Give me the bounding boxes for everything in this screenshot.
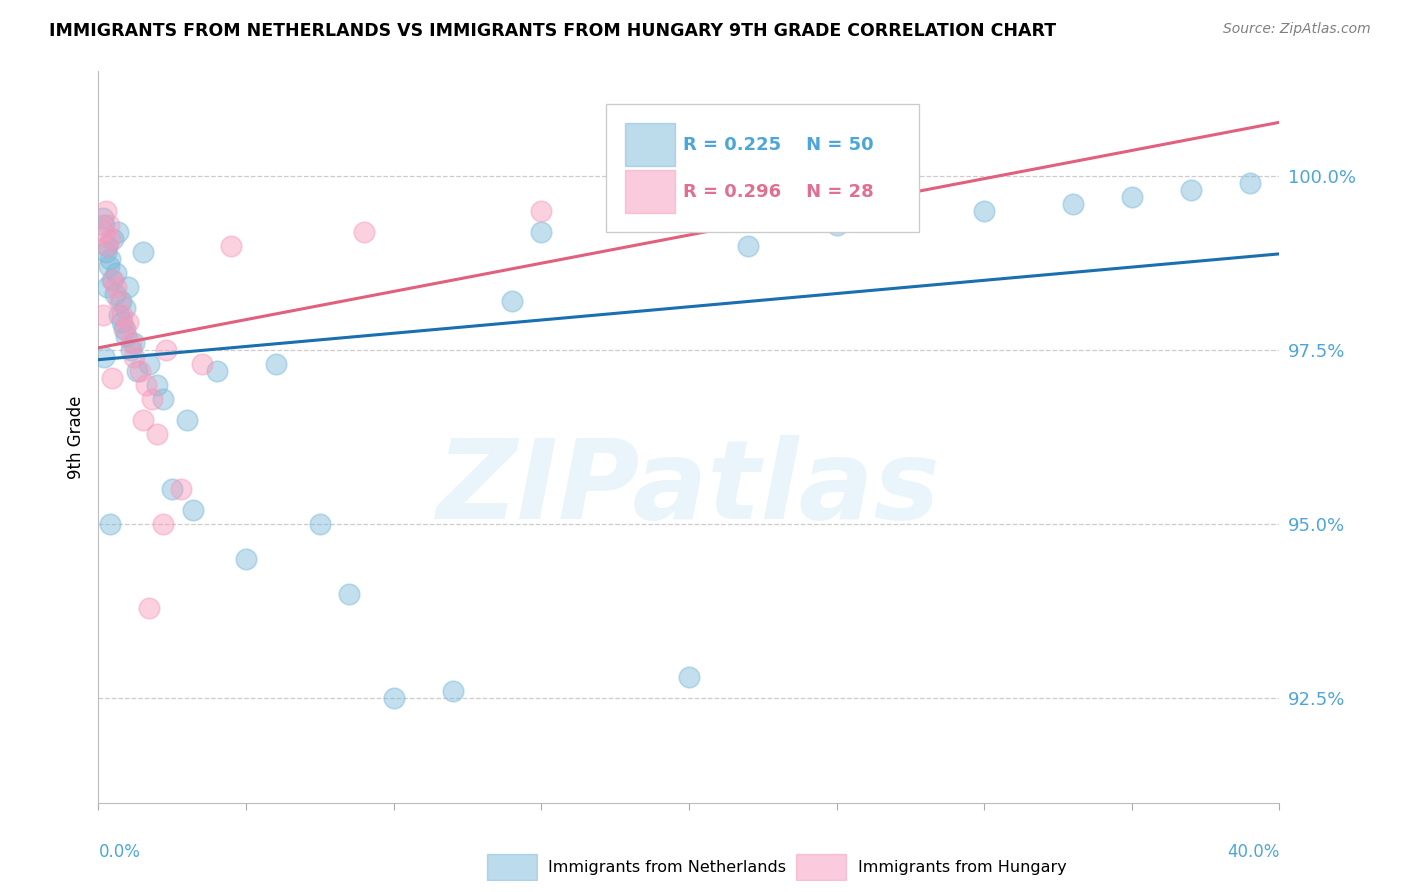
Point bbox=[112, 322, 135, 336]
Point bbox=[103, 231, 125, 245]
Point bbox=[96, 238, 118, 252]
Point bbox=[108, 308, 131, 322]
Point bbox=[91, 211, 114, 225]
Point bbox=[235, 552, 257, 566]
Point bbox=[103, 273, 125, 287]
FancyBboxPatch shape bbox=[796, 854, 846, 880]
Point bbox=[176, 412, 198, 426]
Point bbox=[120, 343, 142, 357]
Y-axis label: 9th Grade: 9th Grade bbox=[66, 395, 84, 479]
Point bbox=[353, 225, 375, 239]
Point bbox=[339, 587, 360, 601]
Text: 0.0%: 0.0% bbox=[98, 843, 141, 861]
Point bbox=[1180, 183, 1202, 197]
Point bbox=[94, 203, 117, 218]
Point bbox=[107, 225, 129, 239]
Point bbox=[191, 357, 214, 371]
Point bbox=[530, 225, 553, 239]
Point bbox=[619, 203, 641, 218]
Point bbox=[146, 426, 169, 441]
Point bbox=[114, 301, 136, 316]
Point bbox=[501, 294, 523, 309]
Text: ZIPatlas: ZIPatlas bbox=[437, 434, 941, 541]
Point bbox=[155, 343, 177, 357]
Point bbox=[170, 483, 193, 497]
Point bbox=[93, 225, 115, 239]
Point bbox=[97, 218, 120, 232]
Point bbox=[138, 357, 160, 371]
Point bbox=[117, 315, 139, 329]
Point bbox=[138, 600, 160, 615]
Point bbox=[128, 364, 150, 378]
Text: R = 0.225    N = 50: R = 0.225 N = 50 bbox=[683, 136, 873, 154]
Point bbox=[96, 238, 118, 252]
Point bbox=[104, 287, 127, 301]
Point bbox=[678, 670, 700, 684]
Text: Immigrants from Netherlands: Immigrants from Netherlands bbox=[548, 860, 786, 874]
Text: IMMIGRANTS FROM NETHERLANDS VS IMMIGRANTS FROM HUNGARY 9TH GRADE CORRELATION CHA: IMMIGRANTS FROM NETHERLANDS VS IMMIGRANT… bbox=[49, 22, 1056, 40]
FancyBboxPatch shape bbox=[626, 123, 675, 167]
Point bbox=[98, 252, 121, 267]
Point bbox=[1062, 196, 1084, 211]
Point bbox=[91, 308, 114, 322]
Point bbox=[181, 503, 204, 517]
Point bbox=[105, 266, 128, 280]
Text: R = 0.296    N = 28: R = 0.296 N = 28 bbox=[683, 183, 873, 201]
Point bbox=[135, 377, 157, 392]
Point bbox=[94, 245, 117, 260]
Point bbox=[100, 371, 122, 385]
Point bbox=[93, 218, 115, 232]
Point bbox=[146, 377, 169, 392]
Point bbox=[221, 238, 243, 252]
Point bbox=[111, 315, 134, 329]
Point bbox=[110, 294, 132, 309]
Point bbox=[108, 294, 131, 309]
Point bbox=[141, 392, 163, 406]
Point bbox=[105, 280, 128, 294]
Point bbox=[530, 203, 553, 218]
Point bbox=[884, 211, 907, 225]
Point bbox=[93, 350, 115, 364]
Point bbox=[441, 684, 464, 698]
Point bbox=[152, 517, 174, 532]
Text: Immigrants from Hungary: Immigrants from Hungary bbox=[858, 860, 1066, 874]
Point bbox=[973, 203, 995, 218]
Point bbox=[122, 350, 145, 364]
Point bbox=[98, 517, 121, 532]
Point bbox=[98, 231, 121, 245]
Point bbox=[122, 336, 145, 351]
Point bbox=[825, 218, 848, 232]
Point bbox=[120, 336, 142, 351]
FancyBboxPatch shape bbox=[486, 854, 537, 880]
Text: Source: ZipAtlas.com: Source: ZipAtlas.com bbox=[1223, 22, 1371, 37]
Point bbox=[205, 364, 228, 378]
Text: 40.0%: 40.0% bbox=[1227, 843, 1279, 861]
Point bbox=[1121, 190, 1143, 204]
Point bbox=[111, 308, 134, 322]
Point bbox=[114, 322, 136, 336]
Point bbox=[737, 238, 759, 252]
Point bbox=[96, 280, 118, 294]
Point bbox=[382, 691, 405, 706]
Point bbox=[132, 412, 155, 426]
Point bbox=[117, 280, 139, 294]
FancyBboxPatch shape bbox=[626, 170, 675, 213]
Point bbox=[115, 329, 138, 343]
Point bbox=[162, 483, 183, 497]
Point bbox=[152, 392, 174, 406]
Point bbox=[1239, 176, 1261, 190]
Point bbox=[132, 245, 155, 260]
Point bbox=[100, 273, 122, 287]
Point bbox=[125, 364, 148, 378]
Point bbox=[264, 357, 287, 371]
FancyBboxPatch shape bbox=[606, 104, 920, 232]
Point bbox=[97, 260, 120, 274]
Point bbox=[309, 517, 332, 532]
